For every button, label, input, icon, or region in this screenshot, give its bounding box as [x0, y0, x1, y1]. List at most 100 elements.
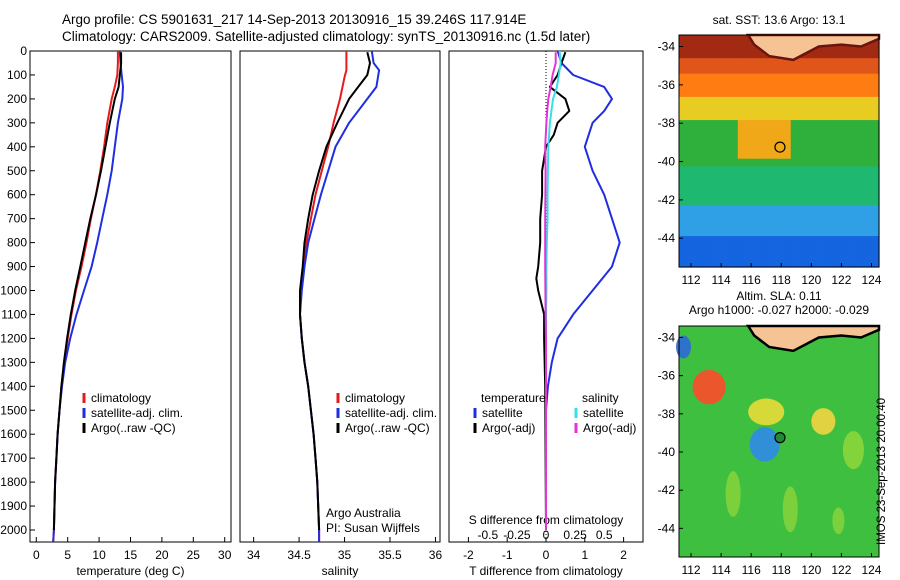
sst-map-lon-label: 112 [681, 273, 700, 287]
sdiff-tick-label: -0.5 [477, 528, 498, 542]
temperature-x-tick-label: 30 [218, 548, 232, 562]
salinity-series-line [299, 51, 348, 542]
difference-series-line [535, 51, 571, 531]
sla-anomaly [782, 486, 798, 533]
sst-map-lon-label: 116 [742, 273, 761, 287]
depth-tick-label: 1700 [0, 451, 27, 465]
sdiff-legend-title: salinity [582, 391, 619, 405]
sla-argo-marker [774, 432, 786, 444]
temperature-x-tick-label: 0 [33, 548, 40, 562]
depth-tick-label: 300 [7, 116, 27, 130]
sla-anomaly [749, 427, 780, 462]
temperature-legend-label: Argo(..raw -QC) [91, 421, 176, 435]
sdiff-legend-label: satellite [583, 406, 624, 420]
depth-tick-label: 400 [7, 140, 27, 154]
temperature-x-tick-label: 20 [155, 548, 169, 562]
salinity-xlabel: salinity [322, 564, 359, 578]
sdiff-tick-label: -0.25 [503, 528, 531, 542]
sst-map-lat-label: -38 [658, 116, 676, 130]
tdiff-x-tick-label: 1 [581, 548, 588, 562]
sst-heatmap [679, 35, 880, 268]
difference-series-line [544, 52, 557, 530]
sdiff-tick-label: 0 [543, 528, 550, 542]
salinity-x-tick-label: 34.5 [287, 548, 311, 562]
depth-tick-label: 1900 [0, 499, 27, 513]
temperature-axes [29, 50, 232, 543]
salinity-series-line [299, 51, 371, 531]
tdiff-legend-title: temperature [481, 391, 546, 405]
sst-map-title: sat. SST: 13.6 Argo: 13.1 [713, 13, 846, 27]
sst-map-lat-label: -44 [658, 231, 676, 245]
sla-map-lon-label: 116 [742, 563, 761, 577]
sst-map-lon-label: 118 [772, 273, 791, 287]
depth-tick-label: 100 [7, 68, 27, 82]
temperature-x-tick-label: 25 [187, 548, 201, 562]
sla-map-lat-label: -36 [658, 369, 676, 383]
salinity-legend-label: satellite-adj. clim. [345, 406, 437, 420]
sdiff-legend-label: Argo(-adj) [583, 421, 636, 435]
sla-anomaly [692, 369, 726, 405]
profile-title: Argo profile: CS 5901631_217 14-Sep-2013… [62, 12, 527, 27]
sst-map-frame [678, 34, 880, 268]
climatology-title: Climatology: CARS2009. Satellite-adjuste… [62, 29, 591, 44]
tdiff-x-tick-label: 2 [620, 548, 627, 562]
sla-map-subtitle: Argo h1000: -0.027 h2000: -0.029 [689, 303, 869, 317]
salinity-x-tick-label: 35 [338, 548, 352, 562]
sla-anomaly [748, 398, 785, 426]
sla-map-lat-label: -40 [658, 445, 676, 459]
sla-map-lon-label: 114 [712, 563, 731, 577]
sst-map-lat-label: -34 [658, 40, 676, 54]
sla-map-lat-label: -42 [658, 483, 676, 497]
sst-argo-marker [774, 141, 786, 153]
tdiff-legend-label: satellite [482, 406, 523, 420]
sst-map-lat-label: -36 [658, 78, 676, 92]
depth-tick-label: 1100 [1, 307, 27, 321]
depth-tick-label: 900 [7, 260, 27, 274]
sla-anomaly [675, 335, 692, 359]
sla-map-lon-label: 118 [772, 563, 791, 577]
sla-map-lon-label: 120 [801, 563, 821, 577]
sla-anomaly [842, 431, 864, 470]
sla-map-lon-label: 112 [681, 563, 700, 577]
salinity-x-tick-label: 34 [247, 548, 261, 562]
tdiff-xlabel: T difference from climatology [469, 564, 623, 578]
salinity-x-tick-label: 36 [429, 548, 443, 562]
sla-map-lon-label: 124 [861, 563, 881, 577]
sla-anomaly [725, 471, 741, 517]
tdiff-legend-label: Argo(-adj) [482, 421, 535, 435]
difference-series-line [545, 50, 621, 530]
temperature-legend-label: climatology [91, 391, 151, 405]
sst-map-lon-label: 124 [861, 273, 881, 287]
tdiff-x-tick-label: 0 [543, 548, 550, 562]
depth-tick-label: 1500 [0, 403, 27, 417]
depth-tick-label: 2000 [0, 523, 27, 537]
sst-map-lat-label: -40 [658, 155, 676, 169]
tdiff-x-tick-label: -2 [463, 548, 474, 562]
sla-anomaly [811, 408, 836, 435]
imos-credit: IMOS 23-Sep-2013 20:00:40 [876, 397, 888, 545]
pi-note: PI: Susan Wijffels [326, 521, 420, 535]
difference-series-line [545, 50, 562, 530]
sla-anomaly [832, 507, 845, 535]
temperature-xlabel: temperature (deg C) [76, 564, 184, 578]
agency-note: Argo Australia [326, 506, 401, 520]
depth-tick-label: 1000 [0, 284, 27, 298]
sst-map-lon-label: 114 [712, 273, 731, 287]
depth-tick-label: 700 [7, 212, 27, 226]
salinity-x-tick-label: 35.5 [378, 548, 402, 562]
depth-tick-label: 200 [7, 92, 27, 106]
sst-map-lat-label: -42 [658, 193, 676, 207]
temperature-series-line [52, 52, 123, 531]
depth-tick-label: 600 [7, 188, 27, 202]
sla-map-lat-label: -34 [658, 330, 676, 344]
sla-map-lat-label: -38 [658, 407, 676, 421]
sst-map-lon-label: 122 [831, 273, 851, 287]
depth-tick-label: 1200 [0, 331, 27, 345]
sdiff-tick-label: 0.25 [563, 528, 587, 542]
sla-map-lat-label: -44 [658, 521, 676, 535]
depth-tick-label: 500 [7, 164, 27, 178]
temperature-series-line [52, 50, 124, 543]
salinity-series-line [299, 50, 381, 542]
temperature-legend-label: satellite-adj. clim. [91, 406, 183, 420]
salinity-legend-label: Argo(..raw -QC) [345, 421, 430, 435]
